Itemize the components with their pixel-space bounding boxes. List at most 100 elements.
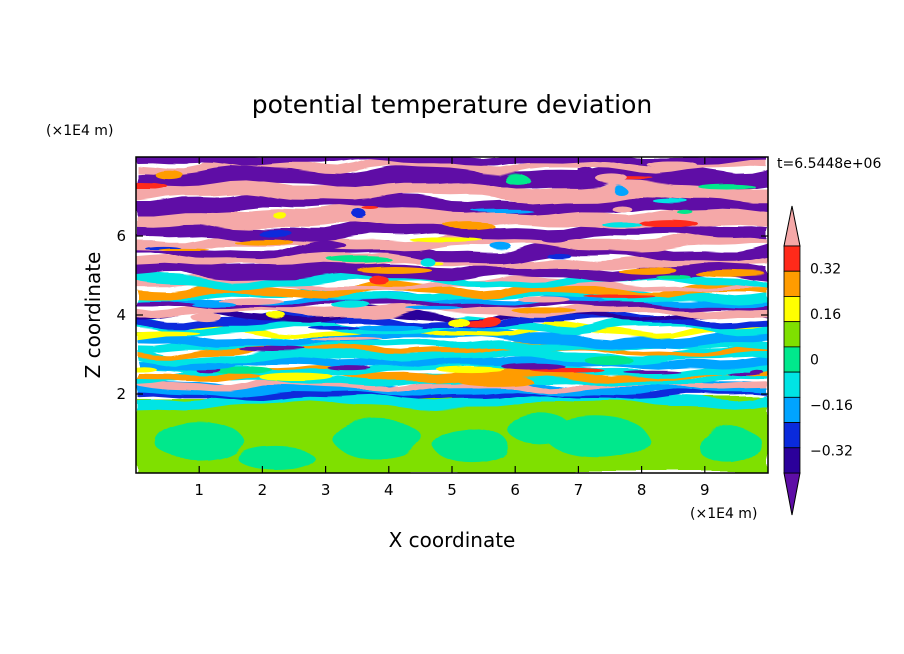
contour-eddy bbox=[544, 251, 569, 256]
colorbar-extend-high bbox=[783, 205, 801, 247]
colorbar-extend-low bbox=[783, 472, 801, 516]
colorbar-swatch bbox=[783, 371, 801, 398]
contour-eddy bbox=[274, 212, 288, 221]
contour-eddy bbox=[610, 183, 625, 192]
contour-eddy bbox=[307, 325, 359, 330]
contour-eddy bbox=[697, 183, 755, 189]
contour-eddy bbox=[600, 220, 641, 227]
contour-eddy bbox=[259, 372, 333, 382]
x-tick-label: 9 bbox=[700, 481, 710, 499]
contour-eddy bbox=[191, 302, 237, 308]
contour-eddy bbox=[170, 360, 235, 369]
contour-band bbox=[136, 176, 768, 203]
contour-eddy bbox=[364, 208, 381, 212]
contour-eddy bbox=[727, 372, 760, 377]
contour-blob bbox=[508, 413, 573, 446]
contour-eddy bbox=[332, 301, 372, 311]
y-tick-label: 2 bbox=[116, 385, 126, 403]
contour-eddy bbox=[584, 355, 633, 365]
contour-eddy bbox=[674, 206, 690, 212]
colorbar-swatch bbox=[783, 422, 801, 449]
x-tick-label: 4 bbox=[384, 481, 394, 499]
contour-eddy bbox=[238, 346, 307, 351]
contour-eddy bbox=[310, 337, 384, 342]
contour-eddy bbox=[578, 167, 594, 174]
contour-eddy bbox=[256, 228, 292, 236]
x-tick-label: 8 bbox=[637, 481, 647, 499]
colorbar-swatch bbox=[783, 270, 801, 297]
contour-eddy bbox=[304, 240, 347, 250]
colorbar-label: 0.32 bbox=[810, 262, 841, 278]
contour-band bbox=[136, 305, 768, 324]
colorbar-swatch bbox=[783, 396, 801, 423]
contour-eddy bbox=[648, 162, 699, 171]
time-label: t=6.5448e+06 bbox=[777, 156, 881, 172]
colorbar: 0.32 0.16 0 −0.16 −0.32 bbox=[783, 205, 853, 516]
contour-eddy bbox=[136, 330, 200, 335]
contour-eddy bbox=[616, 265, 676, 273]
contour-eddy bbox=[136, 181, 168, 191]
contour-eddy bbox=[158, 247, 210, 252]
x-tick-label: 7 bbox=[574, 481, 584, 499]
contour-eddy bbox=[596, 174, 629, 184]
contour-band bbox=[136, 365, 768, 382]
colorbar-swatch bbox=[783, 296, 801, 323]
contour-eddy bbox=[518, 296, 571, 303]
colorbar-label: −0.32 bbox=[810, 443, 853, 459]
chart-title: potential temperature deviation bbox=[252, 90, 652, 119]
contour-eddy bbox=[409, 237, 484, 243]
contour-eddy bbox=[292, 215, 337, 221]
x-tick-label: 5 bbox=[447, 481, 457, 499]
contour-eddy bbox=[583, 293, 655, 298]
x-tick-label: 6 bbox=[510, 481, 520, 499]
contour-blob bbox=[331, 417, 421, 458]
contour-blob bbox=[154, 421, 244, 462]
contour-eddy bbox=[445, 223, 496, 230]
contour-eddy bbox=[609, 202, 629, 210]
contour-eddy bbox=[437, 367, 506, 374]
y-axis-label: Z coordinate bbox=[81, 252, 105, 379]
colorbar-swatch bbox=[783, 346, 801, 373]
x-tick-label: 3 bbox=[321, 481, 331, 499]
contour-eddy bbox=[407, 307, 465, 312]
contour-eddy bbox=[490, 243, 512, 250]
contour-eddy bbox=[153, 169, 183, 179]
colorbar-swatch bbox=[783, 245, 801, 272]
contour-eddy bbox=[353, 210, 368, 220]
contour-eddy bbox=[136, 363, 154, 369]
x-tick-label: 2 bbox=[258, 481, 268, 499]
contour-eddy bbox=[520, 178, 554, 183]
contour-eddy bbox=[482, 316, 501, 326]
colorbar-label: −0.16 bbox=[810, 398, 853, 414]
plot-area bbox=[136, 157, 768, 473]
contour-band bbox=[136, 322, 768, 339]
contour-eddy bbox=[636, 217, 696, 226]
contour-eddy bbox=[447, 318, 470, 327]
contour-eddy bbox=[353, 323, 423, 331]
x-axis-label: X coordinate bbox=[389, 528, 516, 552]
x-tick-label: 1 bbox=[194, 481, 204, 499]
contour-eddy bbox=[218, 298, 284, 306]
colorbar-label: 0.16 bbox=[810, 307, 841, 323]
contour-eddy bbox=[232, 237, 293, 244]
contour-blob bbox=[546, 417, 648, 458]
contour-eddy bbox=[209, 366, 273, 374]
contour-blob bbox=[237, 445, 313, 470]
contour-eddy bbox=[502, 174, 529, 183]
contour-eddy bbox=[654, 273, 689, 278]
contour-eddy bbox=[420, 257, 435, 267]
contour-band bbox=[136, 258, 768, 282]
contour-eddy bbox=[542, 238, 568, 244]
x-unit-label: (×1E4 m) bbox=[690, 506, 757, 522]
y-axis: 2 4 6 bbox=[116, 227, 768, 403]
contour-field bbox=[136, 157, 768, 473]
contour-eddy bbox=[471, 209, 533, 213]
contour-eddy bbox=[455, 374, 531, 384]
contour-eddy bbox=[268, 313, 288, 320]
contour-eddy bbox=[501, 363, 566, 371]
contour-blob bbox=[698, 425, 762, 466]
contour-eddy bbox=[512, 308, 578, 315]
y-tick-label: 4 bbox=[116, 306, 126, 324]
contour-eddy bbox=[694, 271, 766, 276]
